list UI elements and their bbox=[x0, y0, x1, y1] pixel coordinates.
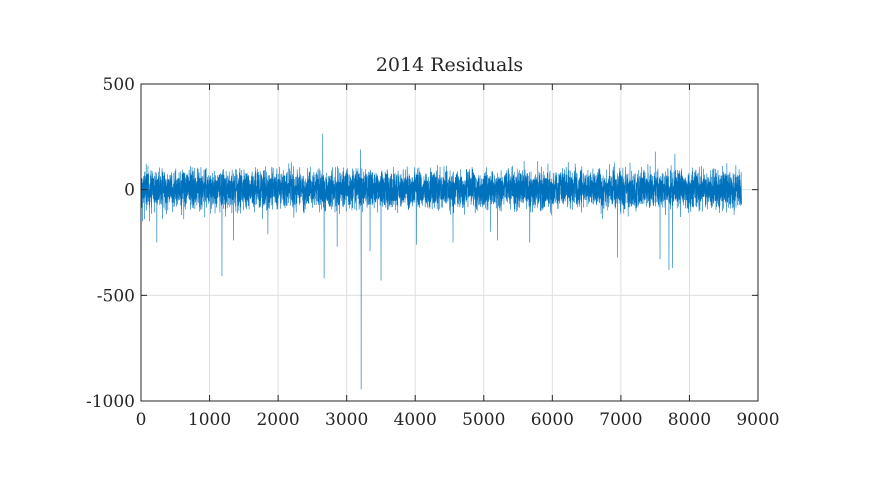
y-tick-label: 0 bbox=[124, 181, 135, 201]
x-tick-label: 5000 bbox=[462, 410, 505, 430]
tick-marks bbox=[140, 83, 759, 402]
x-tick-label: 1000 bbox=[188, 410, 231, 430]
y-tick-label: -500 bbox=[97, 286, 135, 306]
x-tick-labels: 0 1000 2000 3000 4000 5000 6000 7000 8000 9000 bbox=[136, 410, 780, 430]
y-tick-label: -1000 bbox=[86, 392, 135, 412]
plot-area bbox=[141, 133, 742, 390]
x-tick-label: 6000 bbox=[531, 410, 574, 430]
x-tick-label: 4000 bbox=[394, 410, 437, 430]
y-tick-labels: 500 0 -500 -1000 bbox=[86, 75, 135, 412]
chart-title: 2014 Residuals bbox=[376, 54, 523, 76]
axes-box bbox=[140, 83, 759, 402]
residuals-series-line bbox=[141, 133, 742, 390]
y-tick-label: 500 bbox=[103, 75, 135, 95]
x-tick-label: 9000 bbox=[736, 410, 779, 430]
x-tick-label: 7000 bbox=[599, 410, 642, 430]
x-tick-label: 0 bbox=[136, 410, 147, 430]
x-tick-label: 8000 bbox=[668, 410, 711, 430]
grid-lines bbox=[140, 83, 759, 402]
x-tick-label: 2000 bbox=[256, 410, 299, 430]
x-tick-label: 3000 bbox=[325, 410, 368, 430]
